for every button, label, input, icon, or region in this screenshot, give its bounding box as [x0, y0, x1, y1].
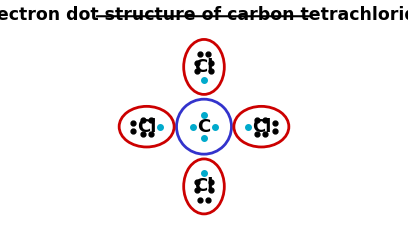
Text: C: C [197, 118, 211, 136]
Text: Electron dot structure of carbon tetrachloride: Electron dot structure of carbon tetrach… [0, 6, 408, 24]
Text: Cl: Cl [194, 177, 214, 196]
Text: Cl: Cl [252, 118, 271, 136]
Text: Cl: Cl [194, 58, 214, 76]
Text: Cl: Cl [137, 118, 156, 136]
